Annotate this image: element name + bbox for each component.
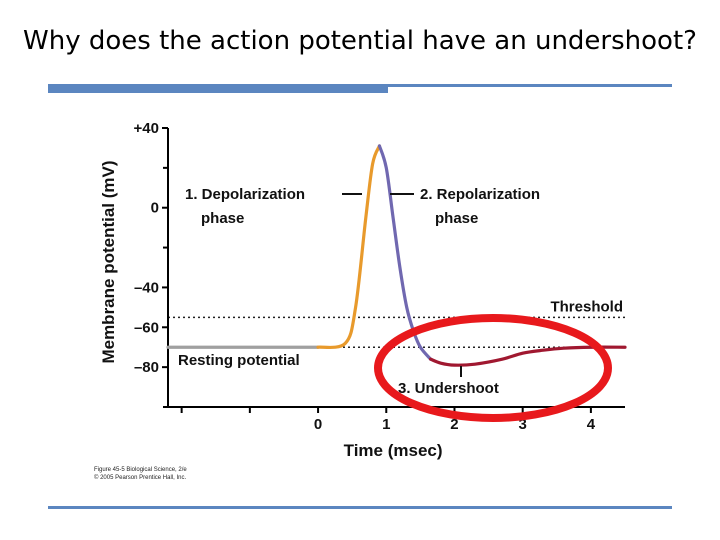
x-tick-label: 3: [519, 416, 527, 433]
x-tick-label: 4: [587, 416, 596, 433]
x-tick-label: 2: [450, 416, 458, 433]
undershoot-phase-line: [429, 345, 627, 367]
footer-accent-line: [48, 506, 672, 509]
annotation-depolarization: 1. Depolarization: [185, 186, 305, 203]
y-tick-label: +40: [134, 120, 159, 137]
annotation-undershoot: 3. Undershoot: [398, 380, 499, 397]
y-axis-title: Membrane potential (mV): [99, 160, 118, 363]
y-tick-label: –60: [134, 319, 159, 336]
x-tick-label: 1: [382, 416, 390, 433]
credit-line-1: Figure 45-5 Biological Science, 2/e: [94, 467, 187, 473]
title-accent-bar: [48, 84, 388, 93]
undershoot-highlight-ring: [374, 314, 612, 422]
annotation-resting: Resting potential: [178, 352, 300, 369]
y-tick-label: –40: [134, 279, 159, 296]
credit-line-2: © 2005 Pearson Prentice Hall, Inc.: [94, 475, 187, 481]
figure-credit: Figure 45-5 Biological Science, 2/e © 20…: [94, 466, 187, 482]
title-accent-line: [388, 84, 672, 87]
annotation-repolarization: 2. Repolarization: [420, 186, 540, 203]
annotation-repolarization-phase: phase: [435, 210, 478, 227]
y-tick-label: 0: [151, 200, 159, 217]
y-tick-label: –80: [134, 359, 159, 376]
depolarization-phase-line: [316, 144, 382, 350]
slide-title: Why does the action potential have an un…: [23, 26, 697, 56]
threshold-label: Threshold: [550, 298, 623, 315]
x-tick-label: 0: [314, 416, 322, 433]
repolarization-phase-line: [377, 144, 433, 361]
annotation-depolarization-phase: phase: [201, 210, 244, 227]
x-axis-title: Time (msec): [344, 441, 443, 460]
